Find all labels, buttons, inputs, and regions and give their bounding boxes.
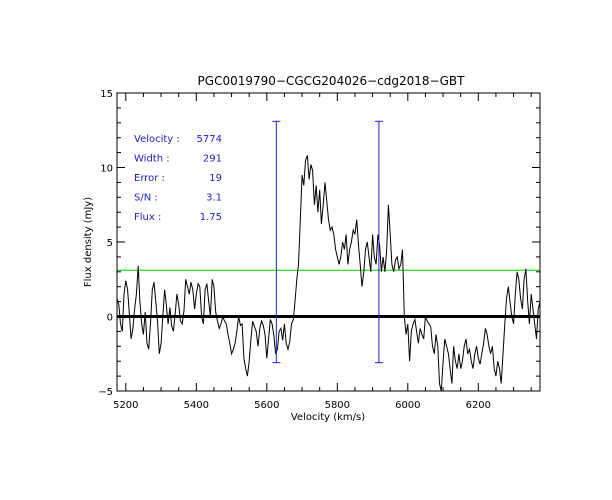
x-tick-label: 5400 <box>184 400 209 411</box>
plot-frame <box>116 92 541 392</box>
x-tick-label: 6200 <box>466 400 491 411</box>
x-tick-label: 5200 <box>113 400 138 411</box>
chart-title: PGC0019790−CGCG204026−cdg2018−GBT <box>198 74 466 88</box>
annotation-value: 19 <box>209 173 222 184</box>
annotation-value: 291 <box>203 154 222 165</box>
annotation-label: Width : <box>134 154 170 165</box>
y-tick-label: 0 <box>107 313 113 324</box>
y-tick-label: 15 <box>100 89 113 100</box>
annotation-label: S/N : <box>134 193 158 204</box>
annotation-label: Error : <box>134 173 165 184</box>
annotation-value: 3.1 <box>206 193 222 204</box>
y-axis-label: Flux density (mJy) <box>83 197 94 287</box>
spectrum-line <box>117 155 540 391</box>
x-tick-label: 5800 <box>325 400 350 411</box>
annotation-label: Flux : <box>134 212 161 223</box>
x-tick-label: 6000 <box>395 400 420 411</box>
annotation-label: Velocity : <box>134 134 180 145</box>
y-tick-label: −5 <box>98 387 113 398</box>
annotation-value: 1.75 <box>200 212 222 223</box>
x-tick-label: 5600 <box>254 400 279 411</box>
y-tick-label: 5 <box>107 238 113 249</box>
y-tick-label: 10 <box>100 164 113 175</box>
annotation-value: 5774 <box>197 134 222 145</box>
x-axis-label: Velocity (km/s) <box>291 412 365 423</box>
